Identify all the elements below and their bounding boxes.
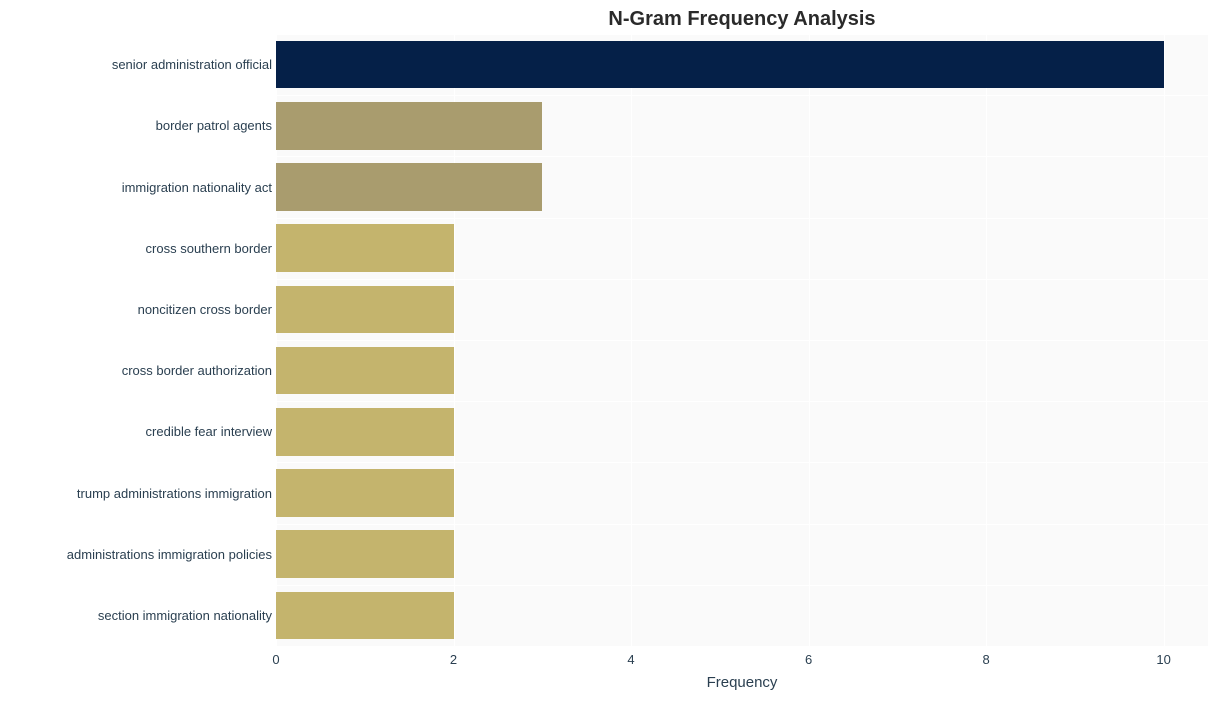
bar <box>276 102 542 150</box>
x-tick-label: 2 <box>434 652 474 667</box>
gridline-horizontal <box>276 524 1208 525</box>
plot-area <box>276 34 1208 646</box>
x-tick-label: 0 <box>256 652 296 667</box>
bar <box>276 530 454 578</box>
bar <box>276 224 454 272</box>
bar <box>276 286 454 334</box>
gridline-horizontal <box>276 340 1208 341</box>
bar <box>276 592 454 640</box>
y-tick-label: section immigration nationality <box>98 608 272 623</box>
gridline-horizontal <box>276 95 1208 96</box>
gridline-horizontal <box>276 585 1208 586</box>
y-tick-label: cross southern border <box>146 241 272 256</box>
y-tick-label: border patrol agents <box>156 118 272 133</box>
y-tick-label: trump administrations immigration <box>77 486 272 501</box>
bar <box>276 163 542 211</box>
bar <box>276 469 454 517</box>
x-tick-label: 8 <box>966 652 1006 667</box>
gridline-horizontal <box>276 401 1208 402</box>
bar <box>276 41 1164 89</box>
y-tick-label: cross border authorization <box>122 363 272 378</box>
chart-title: N-Gram Frequency Analysis <box>276 8 1208 31</box>
x-tick-label: 6 <box>789 652 829 667</box>
bar <box>276 347 454 395</box>
x-tick-label: 10 <box>1144 652 1184 667</box>
y-tick-label: noncitizen cross border <box>138 302 272 317</box>
y-tick-label: credible fear interview <box>146 424 272 439</box>
gridline-horizontal <box>276 462 1208 463</box>
gridline-horizontal <box>276 34 1208 35</box>
gridline-horizontal <box>276 156 1208 157</box>
bar <box>276 408 454 456</box>
x-axis-label: Frequency <box>276 674 1208 691</box>
x-tick-label: 4 <box>611 652 651 667</box>
y-tick-label: administrations immigration policies <box>67 547 272 562</box>
gridline-horizontal <box>276 279 1208 280</box>
y-tick-label: immigration nationality act <box>122 180 272 195</box>
y-tick-label: senior administration official <box>112 57 272 72</box>
ngram-frequency-chart: N-Gram Frequency Analysis Frequency seni… <box>0 0 1218 701</box>
gridline-horizontal <box>276 646 1208 647</box>
gridline-horizontal <box>276 218 1208 219</box>
